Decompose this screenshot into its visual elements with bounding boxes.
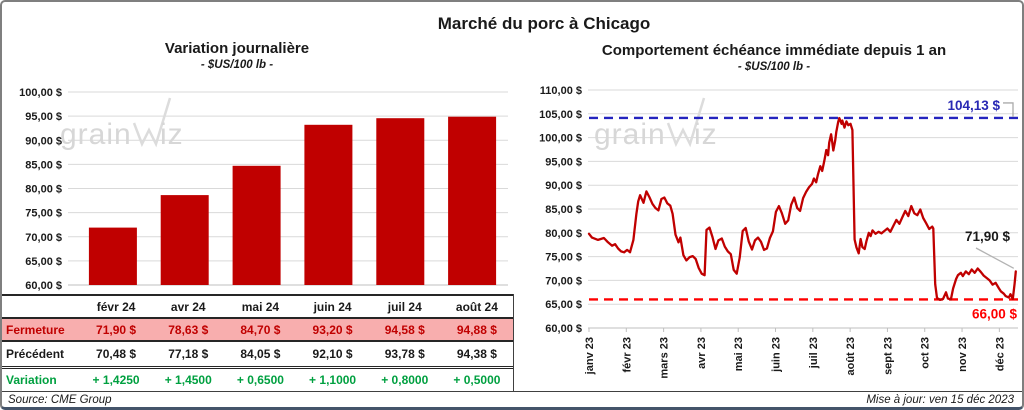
footer: Source: CME Group Mise à jour: ven 15 dé…	[2, 391, 1022, 407]
table-cell: 93,78 $	[384, 347, 425, 361]
last-price-label: 71,90 $	[965, 229, 1011, 244]
column-header: juin 24	[313, 300, 352, 314]
y-tick-label: 75,00 $	[25, 208, 62, 220]
table-cell: 71,90 $	[96, 322, 137, 337]
svg-text:iz: iz	[694, 118, 718, 151]
x-tick-label: oct 23	[920, 337, 932, 369]
table-cell: 78,63 $	[168, 322, 209, 337]
bar-chart: 100,00 $ 95,00 $ 90,00 $ 85,00 $ 80,00 $ 75,0…	[19, 87, 508, 292]
table-cell: 93,20 $	[312, 322, 353, 337]
price-table: févr 24 avr 24 mai 24 juin 24 juil 24 août 24…	[2, 294, 514, 391]
svg-text:iz: iz	[160, 118, 184, 151]
y-tick-label: 110,00 $	[540, 85, 582, 97]
bar-juil 24	[376, 118, 425, 285]
table-cell: + 0,5000	[453, 373, 501, 387]
bar-août 24	[448, 116, 497, 285]
table-row-fermeture: Fermeture 71,90 $ 78,63 $ 84,70 $ 93,20 $ 94,…	[2, 317, 513, 342]
column-header: août 24	[455, 300, 498, 314]
bar-juin 24	[304, 124, 353, 285]
x-tick-label: sept 23	[882, 337, 894, 375]
row-label: Variation	[6, 373, 57, 387]
y-tick-label: 80,00 $	[545, 228, 582, 240]
table-cell: + 1,4250	[92, 373, 140, 387]
x-tick-label: mai 23	[733, 337, 745, 371]
table-cell: + 0,8000	[381, 373, 429, 387]
bar-févr 24	[88, 227, 137, 285]
row-label: Fermeture	[6, 322, 65, 337]
y-tick-label: 90,00 $	[545, 180, 582, 192]
table-header-row: févr 24 avr 24 mai 24 juin 24 juil 24 août 24	[2, 294, 513, 317]
table-cell: 84,05 $	[240, 347, 281, 361]
x-tick-label: déc 23	[994, 337, 1006, 371]
line-chart-subtitle: - $US/100 lb -	[737, 61, 811, 73]
last-price-leader	[975, 247, 1015, 269]
table-cell: 84,70 $	[240, 322, 281, 337]
y-tick-label: 60,00 $	[25, 280, 62, 292]
table-cell: 94,88 $	[456, 322, 497, 337]
line-chart-title: Comportement échéance immédiate depuis 1…	[601, 42, 947, 59]
svg-text:grain: grain	[594, 118, 666, 151]
x-tick-label: janv 23	[584, 337, 596, 375]
table-row-précédent: Précédent 70,48 $ 77,18 $ 84,05 $ 92,10 $ 93,…	[2, 342, 513, 369]
y-tick-label: 95,00 $	[25, 111, 62, 123]
x-tick-label: nov 23	[957, 337, 969, 372]
y-tick-label: 100,00 $	[19, 87, 62, 99]
y-tick-label: 85,00 $	[25, 159, 62, 171]
table-cell: 77,18 $	[168, 347, 209, 361]
y-tick-label: 65,00 $	[545, 299, 582, 311]
resistance-label: 104,13 $	[947, 98, 1000, 113]
y-tick-label: 105,00 $	[539, 109, 582, 121]
grainwiz-watermark: grain iz	[594, 97, 718, 151]
y-tick-label: 80,00 $	[25, 184, 62, 196]
table-cell: 94,58 $	[384, 322, 425, 337]
table-cell: 70,48 $	[96, 347, 137, 361]
table-cell: + 1,1000	[309, 373, 357, 387]
row-label: Précédent	[6, 347, 65, 361]
column-header: mai 24	[241, 300, 280, 314]
x-tick-label: août 23	[845, 337, 857, 376]
bar-mai 24	[232, 165, 281, 285]
line-chart: 110,00 $ 105,00 $ 100,00 $ 95,00 $ 90,00 $ 85…	[539, 85, 1021, 379]
column-header: juil 24	[387, 300, 422, 314]
x-tick-label: juil 23	[808, 337, 820, 369]
y-tick-label: 100,00 $	[539, 133, 582, 145]
table-cell: 94,38 $	[456, 347, 497, 361]
bar-chart-subtitle: - $US/100 lb -	[200, 59, 274, 71]
bar-avr 24	[160, 195, 209, 285]
resistance-label-connector	[1003, 102, 1014, 117]
updated-note: Mise à jour: ven 15 déc 2023	[866, 394, 1014, 406]
x-tick-label: mars 23	[659, 337, 671, 379]
y-tick-label: 85,00 $	[545, 204, 582, 216]
x-tick-label: juin 23	[771, 337, 783, 373]
x-tick-label: avr 23	[696, 337, 708, 369]
table-cell: + 1,4500	[164, 373, 212, 387]
bar-chart-title: Variation journalière	[164, 40, 310, 57]
x-tick-label: févr 23	[621, 337, 633, 372]
price-line	[587, 116, 1017, 302]
column-header: févr 24	[96, 300, 136, 314]
column-header: avr 24	[170, 300, 206, 314]
y-tick-label: 90,00 $	[25, 135, 62, 147]
page-title: Marché du porc à Chicago	[437, 14, 651, 33]
support-label: 66,00 $	[972, 306, 1018, 321]
y-tick-label: 70,00 $	[25, 232, 62, 244]
y-tick-label: 95,00 $	[545, 156, 582, 168]
table-cell: + 0,6500	[236, 373, 284, 387]
source-note: Source: CME Group	[8, 394, 112, 406]
svg-text:grain: grain	[60, 118, 132, 151]
grainwiz-watermark: grain iz	[60, 97, 184, 151]
table-row-variation: Variation + 1,4250 + 1,4500 + 0,6500 + 1,100…	[2, 369, 513, 391]
y-tick-label: 60,00 $	[545, 323, 582, 335]
table-cell: 92,10 $	[312, 347, 353, 361]
y-tick-label: 75,00 $	[545, 252, 582, 264]
y-tick-label: 65,00 $	[25, 256, 62, 268]
y-tick-label: 70,00 $	[545, 275, 582, 287]
